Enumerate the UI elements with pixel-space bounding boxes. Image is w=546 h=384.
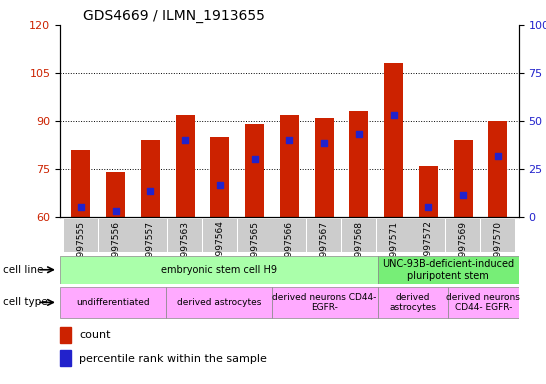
- Text: GSM997564: GSM997564: [215, 220, 224, 275]
- Bar: [176, 114, 195, 217]
- Text: derived neurons CD44-
EGFR-: derived neurons CD44- EGFR-: [272, 293, 377, 312]
- FancyBboxPatch shape: [99, 219, 133, 252]
- Text: GSM997572: GSM997572: [424, 220, 433, 275]
- Bar: [314, 118, 334, 217]
- Point: [389, 111, 398, 118]
- Bar: [280, 114, 299, 217]
- Text: derived astrocytes: derived astrocytes: [177, 298, 261, 307]
- Text: GSM997567: GSM997567: [319, 220, 329, 275]
- Point: [424, 204, 433, 210]
- Bar: [72, 150, 91, 217]
- Text: UNC-93B-deficient-induced
pluripotent stem: UNC-93B-deficient-induced pluripotent st…: [382, 259, 514, 281]
- FancyBboxPatch shape: [272, 219, 306, 252]
- Bar: [245, 124, 264, 217]
- Point: [216, 182, 224, 188]
- Bar: [454, 140, 473, 217]
- FancyBboxPatch shape: [60, 256, 378, 284]
- Bar: [419, 166, 438, 217]
- Point: [111, 207, 120, 214]
- Text: GSM997557: GSM997557: [146, 220, 155, 275]
- Bar: [141, 140, 160, 217]
- Point: [250, 156, 259, 162]
- Text: GSM997565: GSM997565: [250, 220, 259, 275]
- Text: GSM997568: GSM997568: [354, 220, 364, 275]
- FancyBboxPatch shape: [238, 219, 272, 252]
- FancyBboxPatch shape: [378, 256, 519, 284]
- FancyBboxPatch shape: [377, 219, 411, 252]
- Point: [146, 188, 155, 194]
- Bar: [60, 327, 71, 343]
- Point: [181, 137, 189, 143]
- FancyBboxPatch shape: [481, 219, 515, 252]
- FancyBboxPatch shape: [448, 287, 519, 318]
- Text: GSM997569: GSM997569: [459, 220, 467, 275]
- FancyBboxPatch shape: [60, 287, 166, 318]
- Bar: [349, 111, 369, 217]
- Text: percentile rank within the sample: percentile rank within the sample: [79, 354, 267, 364]
- Bar: [210, 137, 229, 217]
- Text: embryonic stem cell H9: embryonic stem cell H9: [161, 265, 277, 275]
- Text: derived
astrocytes: derived astrocytes: [389, 293, 436, 312]
- Bar: [106, 172, 125, 217]
- Text: GSM997556: GSM997556: [111, 220, 120, 275]
- Text: GSM997563: GSM997563: [181, 220, 189, 275]
- Text: derived neurons
CD44- EGFR-: derived neurons CD44- EGFR-: [447, 293, 520, 312]
- Bar: [488, 121, 507, 217]
- Bar: [384, 63, 403, 217]
- Point: [354, 131, 363, 137]
- Point: [494, 153, 502, 159]
- FancyBboxPatch shape: [272, 287, 378, 318]
- Point: [320, 140, 329, 146]
- FancyBboxPatch shape: [342, 219, 376, 252]
- Text: undifferentiated: undifferentiated: [76, 298, 150, 307]
- Text: GSM997571: GSM997571: [389, 220, 398, 275]
- FancyBboxPatch shape: [307, 219, 341, 252]
- Text: GSM997555: GSM997555: [76, 220, 85, 275]
- FancyBboxPatch shape: [446, 219, 480, 252]
- Point: [459, 192, 467, 198]
- FancyBboxPatch shape: [166, 287, 272, 318]
- Text: cell line: cell line: [3, 265, 43, 275]
- FancyBboxPatch shape: [64, 219, 98, 252]
- Text: GSM997570: GSM997570: [494, 220, 502, 275]
- Point: [285, 137, 294, 143]
- Bar: [60, 350, 71, 366]
- Text: cell type: cell type: [3, 297, 48, 308]
- Text: GDS4669 / ILMN_1913655: GDS4669 / ILMN_1913655: [83, 8, 265, 23]
- Text: count: count: [79, 331, 111, 341]
- FancyBboxPatch shape: [378, 287, 448, 318]
- Text: GSM997566: GSM997566: [285, 220, 294, 275]
- FancyBboxPatch shape: [168, 219, 202, 252]
- FancyBboxPatch shape: [411, 219, 446, 252]
- Point: [76, 204, 85, 210]
- FancyBboxPatch shape: [203, 219, 237, 252]
- FancyBboxPatch shape: [133, 219, 168, 252]
